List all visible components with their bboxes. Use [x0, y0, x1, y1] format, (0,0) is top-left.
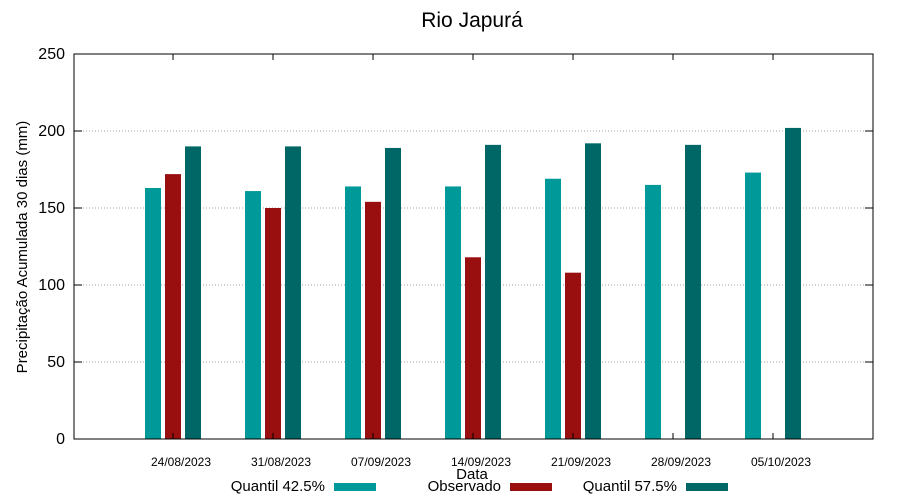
x-tick-label: 07/09/2023	[351, 455, 411, 469]
bar	[545, 178, 561, 440]
x-tick-label: 24/08/2023	[151, 455, 211, 469]
y-axis-ticks: 0 50 100 150 200 250	[38, 46, 873, 448]
x-tick-label: 05/10/2023	[751, 455, 811, 469]
bar	[265, 208, 281, 439]
y-tick-label: 0	[56, 431, 65, 448]
x-tick-label: 28/09/2023	[651, 455, 711, 469]
bar	[565, 272, 581, 439]
y-tick-label: 200	[38, 123, 65, 140]
bar	[285, 146, 301, 439]
legend-label: Quantil 42.5%	[231, 478, 325, 495]
y-tick-label: 50	[47, 354, 65, 371]
legend-swatch	[510, 483, 552, 491]
bar	[785, 127, 801, 440]
x-tick-label: 14/09/2023	[451, 455, 511, 469]
bar	[645, 184, 661, 439]
x-tick-label: 21/09/2023	[551, 455, 611, 469]
y-tick-label: 250	[38, 46, 65, 63]
x-axis-ticks: 24/08/2023 31/08/2023 07/09/2023 14/09/2023…	[151, 54, 811, 469]
bar	[185, 146, 201, 439]
x-axis-label: Data	[456, 466, 488, 483]
bar	[245, 191, 261, 439]
legend-label: Observado	[428, 478, 501, 495]
chart-title: Rio Japurá	[421, 9, 523, 32]
bars	[145, 127, 801, 440]
bar	[485, 144, 501, 440]
legend: Quantil 42.5% Observado Quantil 57.5%	[231, 478, 728, 495]
bar	[685, 144, 701, 440]
bar	[145, 187, 161, 439]
legend-swatch	[686, 483, 728, 491]
bar	[165, 174, 181, 439]
x-tick-label: 31/08/2023	[251, 455, 311, 469]
bar	[745, 172, 761, 439]
legend-swatch	[334, 483, 376, 491]
bar	[585, 143, 601, 439]
bar	[385, 147, 401, 439]
bar	[365, 201, 381, 439]
y-tick-label: 150	[38, 200, 65, 217]
y-tick-label: 100	[38, 277, 65, 294]
bar	[345, 186, 361, 439]
bar	[465, 257, 481, 439]
bar	[445, 186, 461, 439]
legend-label: Quantil 57.5%	[583, 478, 677, 495]
y-axis-label: Precipitação Acumulada 30 dias (mm)	[14, 121, 31, 374]
